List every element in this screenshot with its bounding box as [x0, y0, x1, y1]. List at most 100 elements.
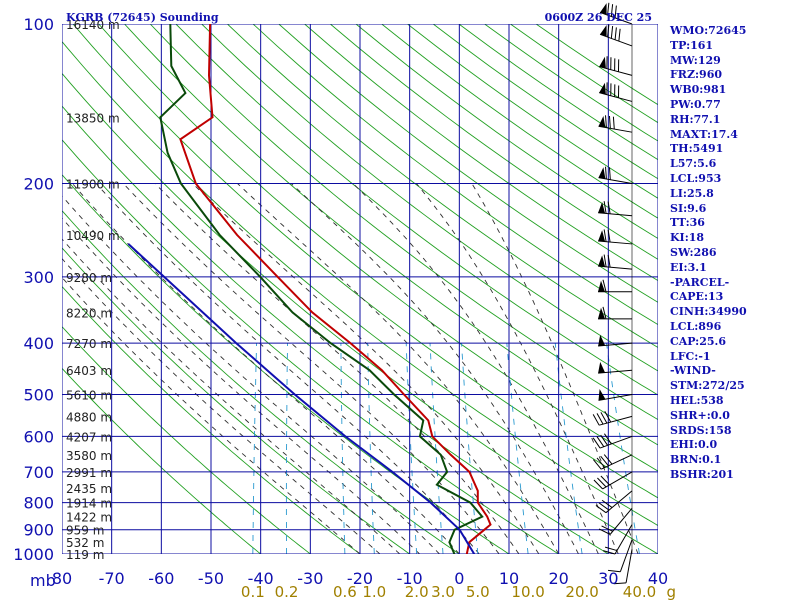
wind-barb [599, 56, 633, 76]
dry-adiabat [62, 247, 410, 554]
mixing-ratio-line [554, 343, 583, 554]
dry-adiabat [72, 24, 658, 499]
barb-staff [598, 265, 633, 270]
pressure-labels: 100 200 300 400 500 600 700 800 900 1000 [13, 15, 54, 564]
barb-flag [612, 116, 615, 130]
stability-index: KI:18 [670, 231, 705, 245]
stability-index: SI:9.6 [670, 201, 707, 215]
height-label: 2991 m [66, 466, 112, 480]
moist-adiabat [237, 183, 560, 554]
moist-adiabat [416, 183, 619, 554]
mixing-ratio-label: 40.0 [623, 583, 656, 600]
stability-index: FRZ:960 [670, 68, 723, 82]
height-label: 959 m [66, 524, 104, 538]
barb-staff [599, 415, 633, 426]
mixing-ratio-line [285, 343, 288, 554]
height-label: 16140 m [66, 18, 120, 32]
stability-index: RH:77.1 [670, 112, 721, 126]
pressure-tick-label: 500 [23, 385, 54, 404]
barb-flag [608, 115, 611, 129]
barb-flag [608, 569, 621, 573]
stability-index: SRDS:158 [670, 423, 732, 437]
barb-flag [618, 28, 621, 42]
barb-flag [598, 528, 611, 535]
title-right: 0600Z 26 DEC 25 [545, 11, 652, 24]
stability-index: SW:286 [670, 245, 717, 259]
pressure-tick-label: 300 [23, 268, 54, 287]
barb-flag [602, 306, 607, 319]
wind-barbs [592, 2, 633, 585]
mixing-ratio-line [252, 343, 258, 554]
wind-barb [592, 411, 633, 426]
barb-flag [592, 437, 601, 449]
height-label: 8220 m [66, 306, 112, 320]
barb-staff [614, 524, 633, 555]
barb-flag [598, 502, 610, 511]
barb-staff [609, 507, 633, 535]
height-label: 6403 m [66, 364, 112, 378]
barb-staff [600, 454, 633, 470]
barb-flag [600, 434, 608, 446]
height-label: 9280 m [66, 271, 112, 285]
barb-flag [607, 2, 610, 16]
temperature-tick-label: -30 [297, 569, 323, 588]
pressure-tick-label: 100 [23, 15, 54, 34]
barb-flag [597, 477, 607, 488]
height-label: 119 m [66, 548, 104, 562]
isotherm-isobar-grid [62, 24, 658, 554]
barb-flag [596, 436, 605, 447]
mixing-ratio-labels: 0.1 0.2 0.6 1.0 2.0 3.0 5.0 10.0 20.0 40.0 g [241, 583, 676, 600]
stability-index: L57:5.6 [670, 157, 717, 171]
dry-adiabat [62, 325, 311, 554]
dry-adiabat [62, 209, 460, 554]
temperature-tick-label: 30 [598, 569, 618, 588]
height-label: 2435 m [66, 482, 112, 496]
barb-staff [602, 471, 633, 490]
dry-adiabat [175, 24, 658, 396]
dry-adiabat [201, 24, 658, 372]
temperature-tick-label: 20 [548, 569, 568, 588]
wind-barb [595, 490, 633, 514]
mixing-ratio-line [340, 343, 346, 554]
wind-barb [599, 24, 633, 47]
wind-barb [598, 229, 633, 245]
stability-index: CAP:25.6 [670, 334, 727, 348]
stability-index: -PARCEL- [670, 275, 730, 289]
barb-staff [599, 435, 633, 449]
wind-barb [599, 82, 633, 102]
barb-flag [610, 4, 614, 17]
height-label: 1422 m [66, 511, 112, 525]
height-label: 10490 m [66, 229, 120, 243]
height-label: 13850 m [66, 111, 120, 125]
stability-index: MW:129 [670, 53, 721, 67]
mixing-ratio-label: 2.0 [405, 583, 429, 600]
mixing-ratio-line [429, 343, 444, 554]
stability-index: HEL:538 [670, 393, 724, 407]
barb-flag [600, 455, 609, 467]
pressure-tick-label: 900 [23, 521, 54, 540]
height-label: 4207 m [66, 430, 112, 444]
temperature-labels: 80 -70 -60 -50 -40 -30 -20 -10 0 10 20 30 40 [52, 569, 668, 588]
dry-adiabat [62, 285, 361, 554]
wind-barb [599, 2, 633, 25]
wind-barb [608, 539, 633, 573]
dry-adiabat [62, 105, 609, 554]
mixing-ratio-label: 20.0 [565, 583, 598, 600]
dry-adiabat [304, 24, 658, 282]
barb-pennant [600, 3, 607, 15]
pressure-tick-label: 700 [23, 463, 54, 482]
wind-barb [598, 115, 633, 133]
mixing-ratio-line [606, 343, 640, 554]
mixing-ratio-label: 0.6 [333, 583, 357, 600]
stability-index: SHR+:0.0 [670, 408, 730, 422]
stability-index: CAPE:13 [670, 290, 724, 304]
barb-flag [600, 475, 610, 486]
mixing-ratio-label: 5.0 [466, 583, 490, 600]
barb-staff [605, 490, 633, 514]
moist-adiabat [471, 183, 639, 554]
barb-pennant [600, 25, 607, 37]
barb-staff [619, 539, 633, 572]
dry-adiabat [124, 24, 658, 446]
barb-flag [613, 582, 627, 585]
